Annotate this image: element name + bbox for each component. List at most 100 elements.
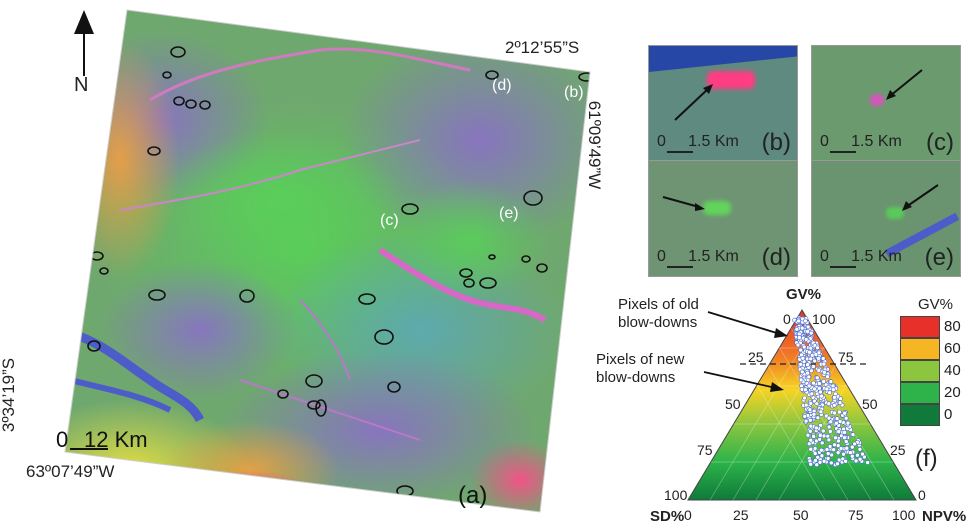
scatter-point [842,430,847,435]
scatter-point [805,432,811,438]
scatter-point [826,415,832,421]
scatter-point [805,362,810,367]
scatter-point [807,407,813,412]
scatter-point [832,403,837,408]
scatter-point [821,459,827,464]
scatter-point [825,433,831,439]
scatter-point [824,386,830,392]
bottom-tick: 100 [892,507,916,523]
scatter-point [797,335,802,340]
scatter-point [811,434,816,439]
left-tick: 50 [725,396,741,412]
scatter-point [805,329,810,334]
scatter-point [811,364,816,369]
scatter-point [816,356,821,361]
scatter-point [814,401,820,407]
scatter-point [819,393,824,399]
marker-d-label: (d) [492,77,512,94]
legend-label: 20 [944,384,961,401]
scatter-point [812,451,818,456]
inset-b-label: (b) [761,129,791,156]
scatter-point [844,439,849,444]
scatter-point [825,456,831,461]
scatter-point [817,437,822,442]
scatter-point [827,390,832,395]
scatter-point [865,460,870,465]
arrow-icon [886,69,923,100]
bottom-tick: 0 [684,507,692,523]
annotation-arrows [703,311,788,392]
left-tick: 25 [748,349,764,365]
scatter-point [818,409,824,415]
scatter-point [827,444,833,449]
scatter-point [833,435,838,441]
scatter-point [844,445,850,451]
scatter-point [843,415,849,421]
scatter-point [828,429,833,434]
inset-c-label: (c) [926,129,954,156]
map-scale-bar [70,448,108,450]
scatter-point [813,458,818,463]
inset-e-scale: 0 1.5 Km [820,248,902,265]
scatter-point [835,461,840,467]
legend-label: 80 [944,318,961,335]
scatter-point [821,379,826,384]
scatter-point [816,368,822,373]
ternary-diagram [687,309,917,501]
scatter-point [803,387,808,392]
scatter-point [848,450,853,455]
scatter-point [808,423,814,429]
scatter-point [857,447,863,452]
scatter-point [834,420,839,426]
scatter-point [812,386,817,392]
scatter-point [803,402,809,408]
scatter-point [815,345,820,351]
inset-d: 0 1.5 Km (d) [648,160,798,277]
scatter-point [819,453,825,458]
arrow-icon [902,184,939,211]
scatter-point [800,369,805,375]
scatter-point [818,423,823,428]
scatter-point [835,450,841,455]
inset-e-label: (e) [924,244,954,271]
right-tick: 50 [862,396,878,412]
scatter-point [818,433,823,438]
scatter-point [815,415,821,421]
old-blowdowns-label: Pixels of old blow-downs [618,296,699,331]
legend-label: 0 [944,406,953,423]
scatter-point [826,401,832,406]
scatter-point [826,437,832,443]
scatter-point [794,326,800,332]
scatter-point [815,375,820,381]
ternary-scatter [792,315,870,467]
ternary-top-label: GV% [786,286,822,303]
scatter-point [832,442,837,448]
scatter-point [842,435,847,440]
coord-top-right-lat: 2º12’55”S [505,38,580,57]
inset-d-scale: 0 1.5 Km [657,248,739,265]
scatter-point [806,441,812,447]
scatter-point [824,447,830,452]
scatter-point [808,446,814,452]
scatter-point [842,410,847,416]
scatter-point [803,318,808,324]
scatter-point [811,380,816,386]
scatter-point [798,362,803,367]
scatter-point [845,420,851,426]
ternary-right-label: NPV% [922,508,967,525]
scatter-point [843,459,848,464]
legend-title: GV% [918,296,954,313]
inset-e: 0 1.5 Km (e) [811,160,961,277]
bottom-tick: 75 [848,507,864,523]
scatter-point [819,440,825,446]
scatter-point [837,400,843,405]
scatter-point [817,381,822,386]
scatter-point [799,325,805,331]
inset-c: 0 1.5 Km (c) [811,45,961,162]
marker-b-label: (b) [564,84,584,101]
north-label: N [74,74,89,96]
scatter-point [808,401,814,406]
scatter-point [841,451,846,457]
scatter-point [817,459,823,465]
